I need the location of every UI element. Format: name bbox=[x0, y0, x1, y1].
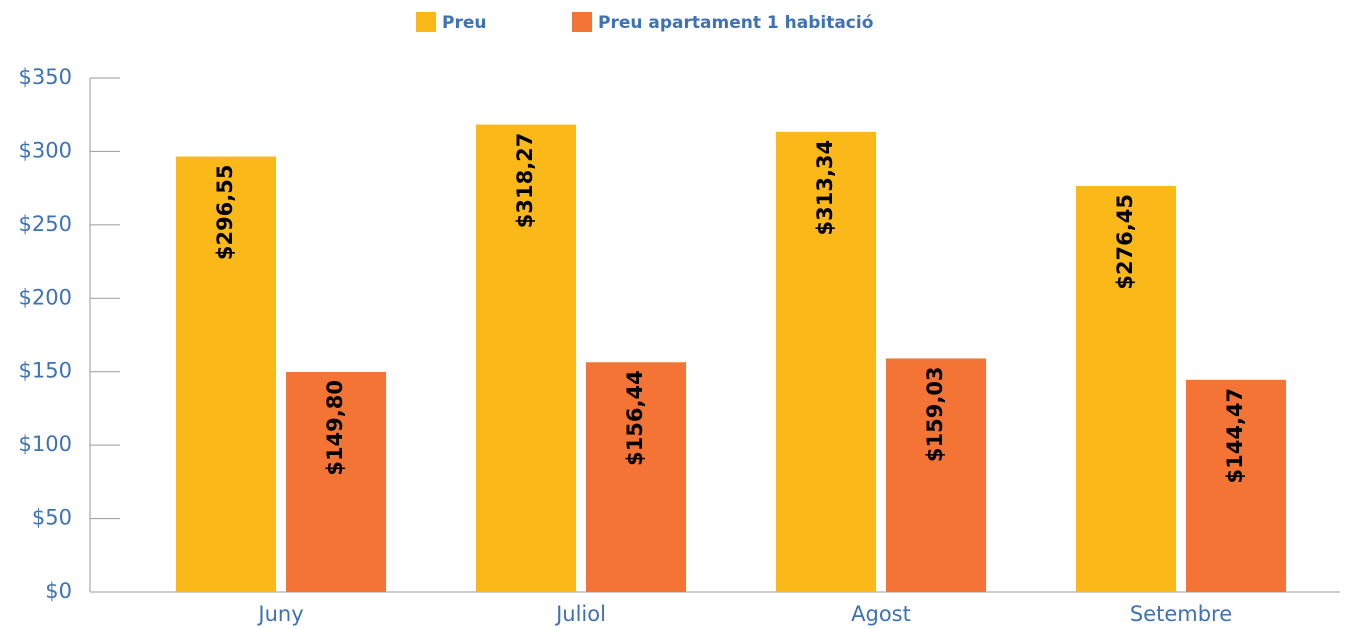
value-label: $296,55 bbox=[213, 164, 237, 260]
legend-swatch bbox=[572, 12, 592, 32]
bar bbox=[886, 358, 986, 592]
x-tick-label: Agost bbox=[851, 602, 911, 626]
value-label: $149,80 bbox=[323, 380, 347, 476]
bar bbox=[1076, 186, 1176, 592]
y-tick-label: $200 bbox=[19, 285, 72, 309]
legend-label: Preu apartament 1 habitació bbox=[598, 13, 873, 33]
x-tick-label: Setembre bbox=[1130, 602, 1232, 626]
y-tick-label: $250 bbox=[19, 212, 72, 236]
x-tick-label: Juliol bbox=[554, 602, 606, 626]
value-label: $156,44 bbox=[623, 370, 647, 466]
bar bbox=[476, 124, 576, 592]
value-label: $313,34 bbox=[813, 140, 837, 236]
legend-swatch bbox=[416, 12, 436, 32]
bar bbox=[286, 372, 386, 592]
y-tick-label: $150 bbox=[19, 359, 72, 383]
bar bbox=[586, 362, 686, 592]
y-tick-label: $100 bbox=[19, 432, 72, 456]
x-tick-label: Juny bbox=[256, 602, 303, 626]
y-tick-label: $300 bbox=[19, 138, 72, 162]
legend-label: Preu bbox=[442, 13, 486, 33]
bar bbox=[176, 156, 276, 592]
y-tick-label: $50 bbox=[32, 506, 72, 530]
value-label: $159,03 bbox=[923, 366, 947, 462]
bar bbox=[1186, 379, 1286, 592]
value-label: $144,47 bbox=[1223, 388, 1247, 484]
value-label: $318,27 bbox=[513, 133, 537, 229]
bar bbox=[776, 131, 876, 592]
y-tick-label: $0 bbox=[45, 579, 72, 603]
y-tick-label: $350 bbox=[19, 65, 72, 89]
value-label: $276,45 bbox=[1113, 194, 1137, 290]
